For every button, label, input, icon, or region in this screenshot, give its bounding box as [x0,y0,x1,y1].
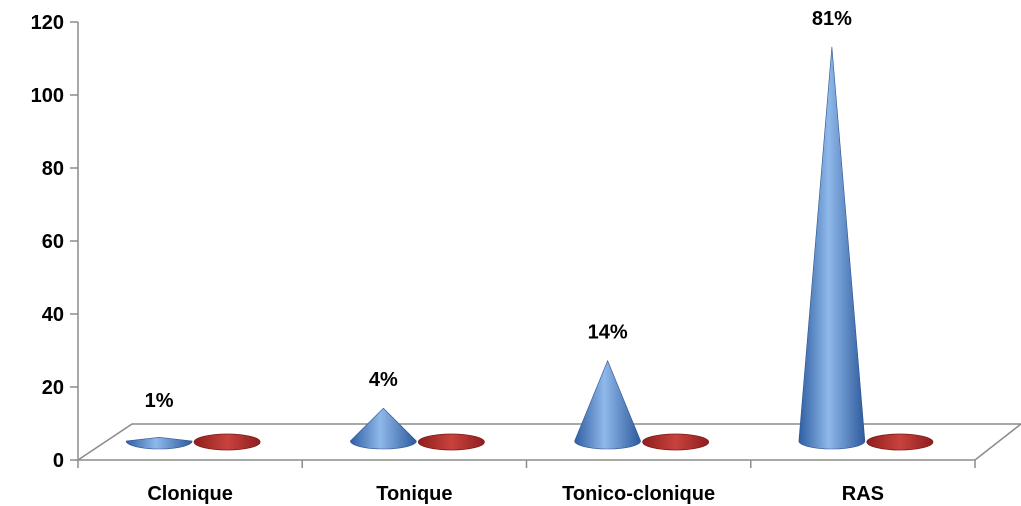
category-label: Clonique [147,483,233,505]
y-tick-label: 40 [42,304,64,326]
data-label: 4% [369,369,398,391]
cone-series-2 [193,433,261,451]
cone-body [125,437,193,450]
y-tick-label: 120 [31,12,64,34]
category-label: RAS [842,483,884,505]
category-labels: Clonique Tonique Tonico-clonique RAS [147,483,884,505]
data-label: 81% [812,8,852,30]
y-tick-label: 100 [31,85,64,107]
data-label: 1% [145,390,174,412]
y-tick-label: 80 [42,158,64,180]
cone-body [574,359,641,450]
data-label: 14% [588,322,628,344]
category-label: Tonique [376,483,452,505]
chart-marks [125,46,934,451]
y-tick-label: 20 [42,377,64,399]
data-labels: 1% 4% 14% 81% [145,8,852,412]
y-axis-ticks: 0 20 40 60 80 100 120 [31,12,78,472]
category-label: Tonico-clonique [562,483,715,505]
x-axis-ticks [77,460,976,468]
cone-series-2 [642,433,710,451]
y-tick-label: 0 [53,450,64,472]
cone-body [798,46,866,450]
cone-series-2 [417,433,485,451]
cone-series-1 [350,407,417,450]
cone-series-1 [798,46,866,450]
cone-body [350,407,417,450]
chart-floor [75,423,1021,461]
cone-series-1 [125,437,193,450]
y-tick-label: 60 [42,231,64,253]
cone-series-2 [866,433,934,451]
cone-series-1 [574,359,641,450]
